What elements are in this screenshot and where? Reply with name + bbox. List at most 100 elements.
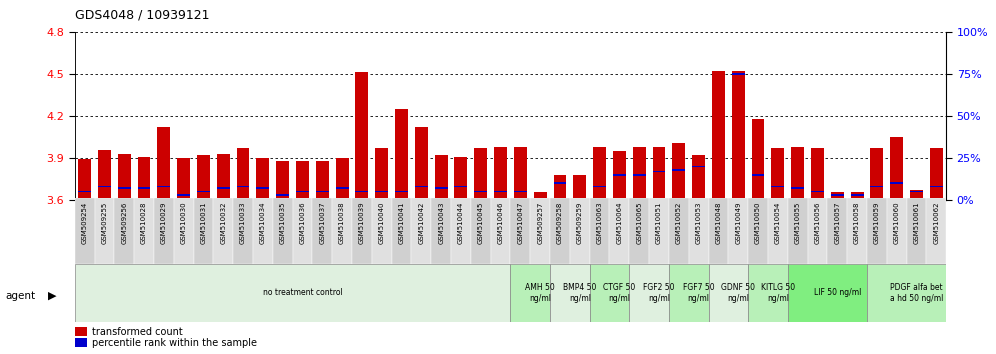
Text: GSM510041: GSM510041 [398,201,404,244]
Bar [313,198,333,264]
Text: GSM510050: GSM510050 [755,201,761,244]
Bar [688,198,708,264]
Text: LIF 50 ng/ml: LIF 50 ng/ml [814,289,861,297]
Text: GSM510047: GSM510047 [517,201,523,244]
Bar [930,148,943,200]
Text: GSM510033: GSM510033 [240,201,246,244]
Bar [177,158,190,200]
Text: GSM510052: GSM510052 [676,201,682,244]
Bar [574,175,587,200]
Bar [534,192,547,200]
Bar [134,198,154,264]
Bar [871,186,883,187]
Bar [118,154,130,200]
Bar [629,198,649,264]
Bar [316,191,329,193]
Text: no treatment control: no treatment control [263,289,343,297]
Bar [118,187,130,189]
Bar [788,198,808,264]
Bar [732,73,745,75]
Bar [890,182,903,184]
Text: GSM510051: GSM510051 [656,201,662,244]
Text: GSM509254: GSM509254 [82,201,88,244]
Text: AMH 50
ng/ml: AMH 50 ng/ml [525,283,555,303]
Bar [851,194,864,196]
Text: GSM510042: GSM510042 [418,201,424,244]
Bar [851,192,864,200]
Bar [930,186,943,187]
Bar [333,198,352,264]
Bar [137,156,150,200]
Text: GSM510043: GSM510043 [438,201,444,244]
Bar [474,148,487,200]
Bar [613,151,625,200]
Bar [237,186,249,187]
Text: GSM510064: GSM510064 [617,201,622,244]
Bar [772,186,784,187]
Bar [672,169,685,171]
Bar [910,191,923,193]
Bar [276,194,289,196]
Bar [434,187,447,189]
Text: GSM510035: GSM510035 [280,201,286,244]
Text: FGF7 50
ng/ml: FGF7 50 ng/ml [683,283,714,303]
Bar [217,187,230,189]
Bar [454,156,467,200]
Bar [395,109,408,200]
Bar [177,194,190,196]
Bar [672,143,685,200]
Bar [570,198,590,264]
Bar [590,264,629,322]
Bar [550,264,590,322]
Bar [890,137,903,200]
Bar [75,198,95,264]
Bar [157,186,170,187]
Text: GSM509255: GSM509255 [102,201,108,244]
Text: GSM510044: GSM510044 [458,201,464,244]
Text: GSM510037: GSM510037 [320,201,326,244]
Bar [613,174,625,176]
Text: GSM510055: GSM510055 [795,201,801,244]
Bar [652,171,665,172]
Bar [772,148,784,200]
Bar [732,71,745,200]
Bar [926,198,946,264]
Text: GSM510036: GSM510036 [300,201,306,244]
Bar [748,198,768,264]
Text: GDS4048 / 10939121: GDS4048 / 10939121 [75,9,209,22]
Text: GSM509258: GSM509258 [557,201,563,244]
Bar [451,198,471,264]
Bar [256,187,269,189]
Bar [708,198,728,264]
Bar [752,119,765,200]
Bar [554,175,567,200]
Bar [867,264,946,322]
Bar [197,191,210,193]
Text: GSM510028: GSM510028 [141,201,147,244]
Bar [474,191,487,193]
Bar [356,191,369,193]
Bar [296,191,309,193]
Text: GSM510059: GSM510059 [873,201,879,244]
Bar [454,186,467,187]
Bar [491,198,510,264]
Bar [471,198,491,264]
Text: GSM510057: GSM510057 [835,201,841,244]
Bar [652,147,665,200]
Text: GSM510058: GSM510058 [854,201,861,244]
Bar [768,198,788,264]
Bar [594,186,606,187]
Bar [293,198,313,264]
Text: GSM510030: GSM510030 [180,201,186,244]
Bar [316,161,329,200]
Bar [173,198,193,264]
Text: GSM510049: GSM510049 [735,201,741,244]
Text: GSM510063: GSM510063 [597,201,603,244]
Bar [510,264,550,322]
Bar [649,198,669,264]
Text: GSM510046: GSM510046 [498,201,504,244]
Bar [811,191,824,193]
Bar [788,264,867,322]
Bar [154,198,173,264]
Bar [256,158,269,200]
